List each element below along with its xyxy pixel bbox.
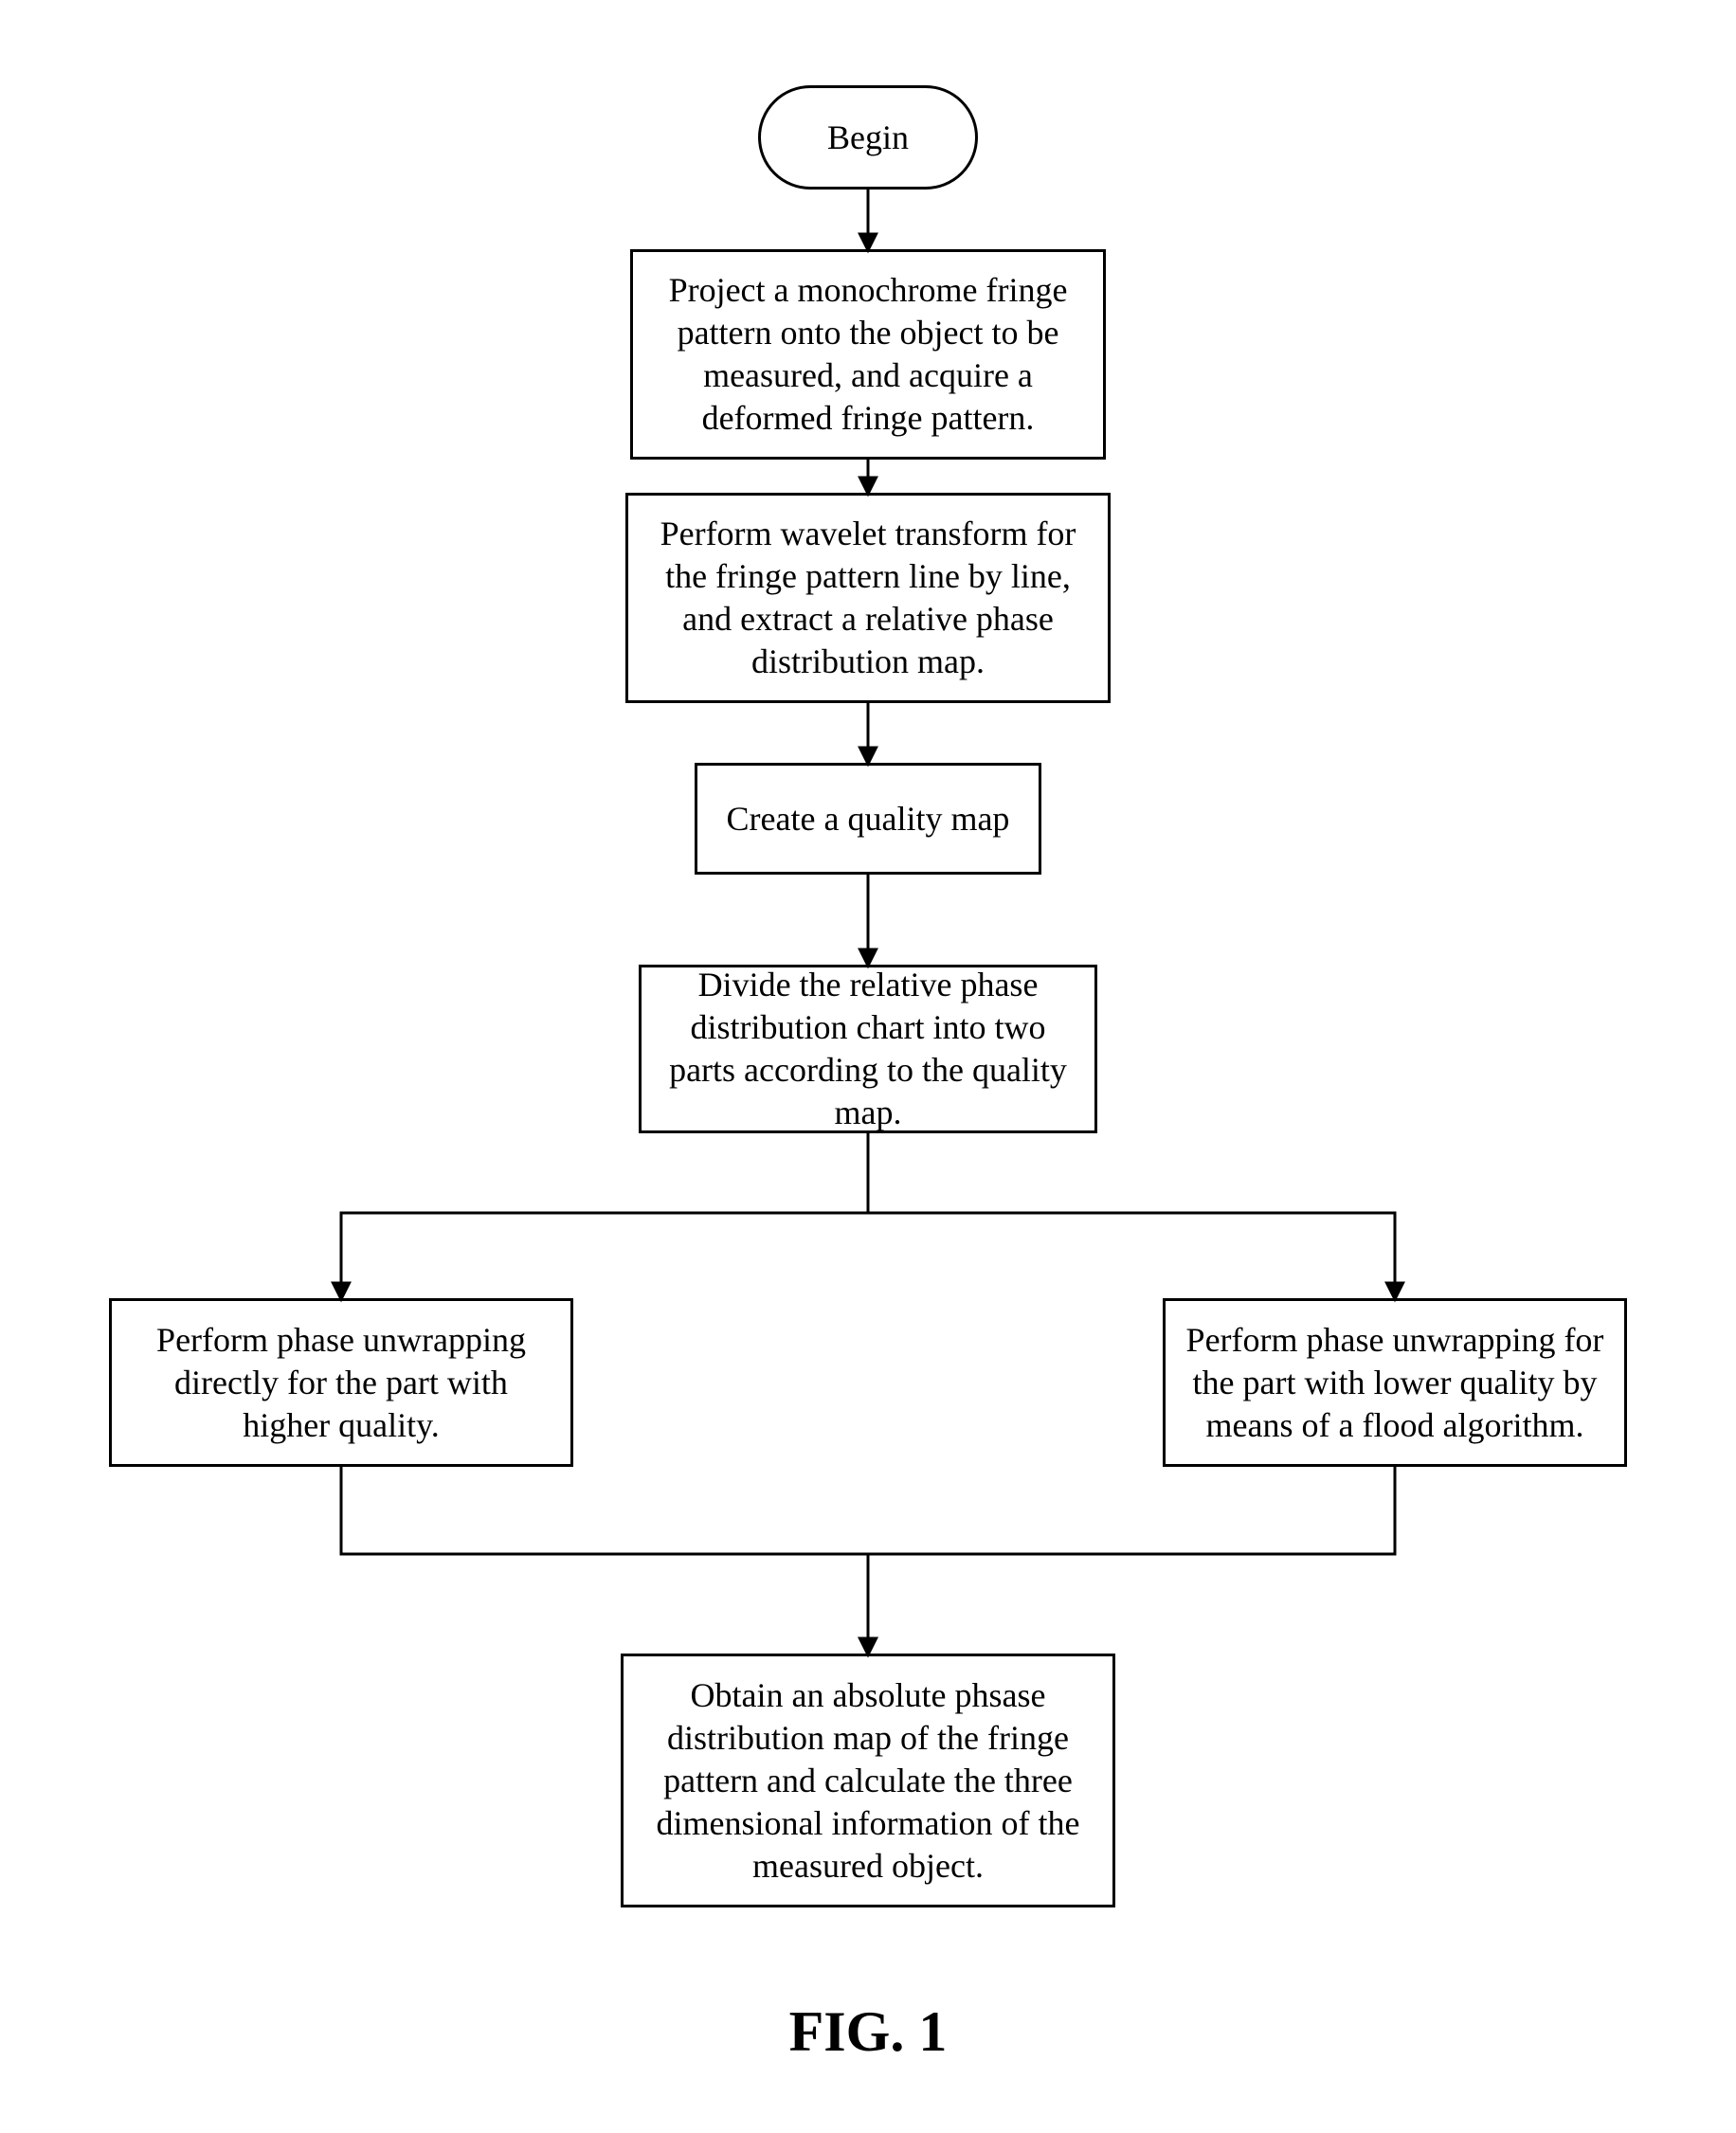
node-project: Project a monochrome fringe pattern onto…	[630, 249, 1106, 460]
node-higher: Perform phase unwrapping directly for th…	[109, 1298, 573, 1467]
node-quality-text: Create a quality map	[727, 798, 1010, 841]
node-divide-text: Divide the relative phase distribution c…	[660, 964, 1076, 1134]
node-begin: Begin	[758, 85, 978, 190]
node-quality: Create a quality map	[695, 763, 1041, 875]
connector-higher-to-obtain	[341, 1467, 868, 1654]
figure-label: FIG. 1	[0, 1999, 1736, 2065]
node-wavelet: Perform wavelet transform for the fringe…	[625, 493, 1111, 703]
node-divide: Divide the relative phase distribution c…	[639, 965, 1097, 1133]
node-obtain: Obtain an absolute phsase distribution m…	[621, 1654, 1115, 1907]
node-obtain-text: Obtain an absolute phsase distribution m…	[642, 1674, 1094, 1888]
connector-divide-to-lower	[868, 1133, 1395, 1298]
connector-divide-to-higher	[341, 1133, 868, 1298]
node-lower: Perform phase unwrapping for the part wi…	[1163, 1298, 1627, 1467]
node-lower-text: Perform phase unwrapping for the part wi…	[1184, 1319, 1605, 1447]
node-begin-text: Begin	[827, 117, 909, 159]
node-higher-text: Perform phase unwrapping directly for th…	[131, 1319, 552, 1447]
connector-lower-to-obtain	[868, 1467, 1395, 1654]
figure-label-text: FIG. 1	[789, 2000, 948, 2063]
flowchart-container: Begin Project a monochrome fringe patter…	[0, 0, 1736, 2133]
node-project-text: Project a monochrome fringe pattern onto…	[652, 269, 1084, 440]
node-wavelet-text: Perform wavelet transform for the fringe…	[647, 513, 1089, 683]
